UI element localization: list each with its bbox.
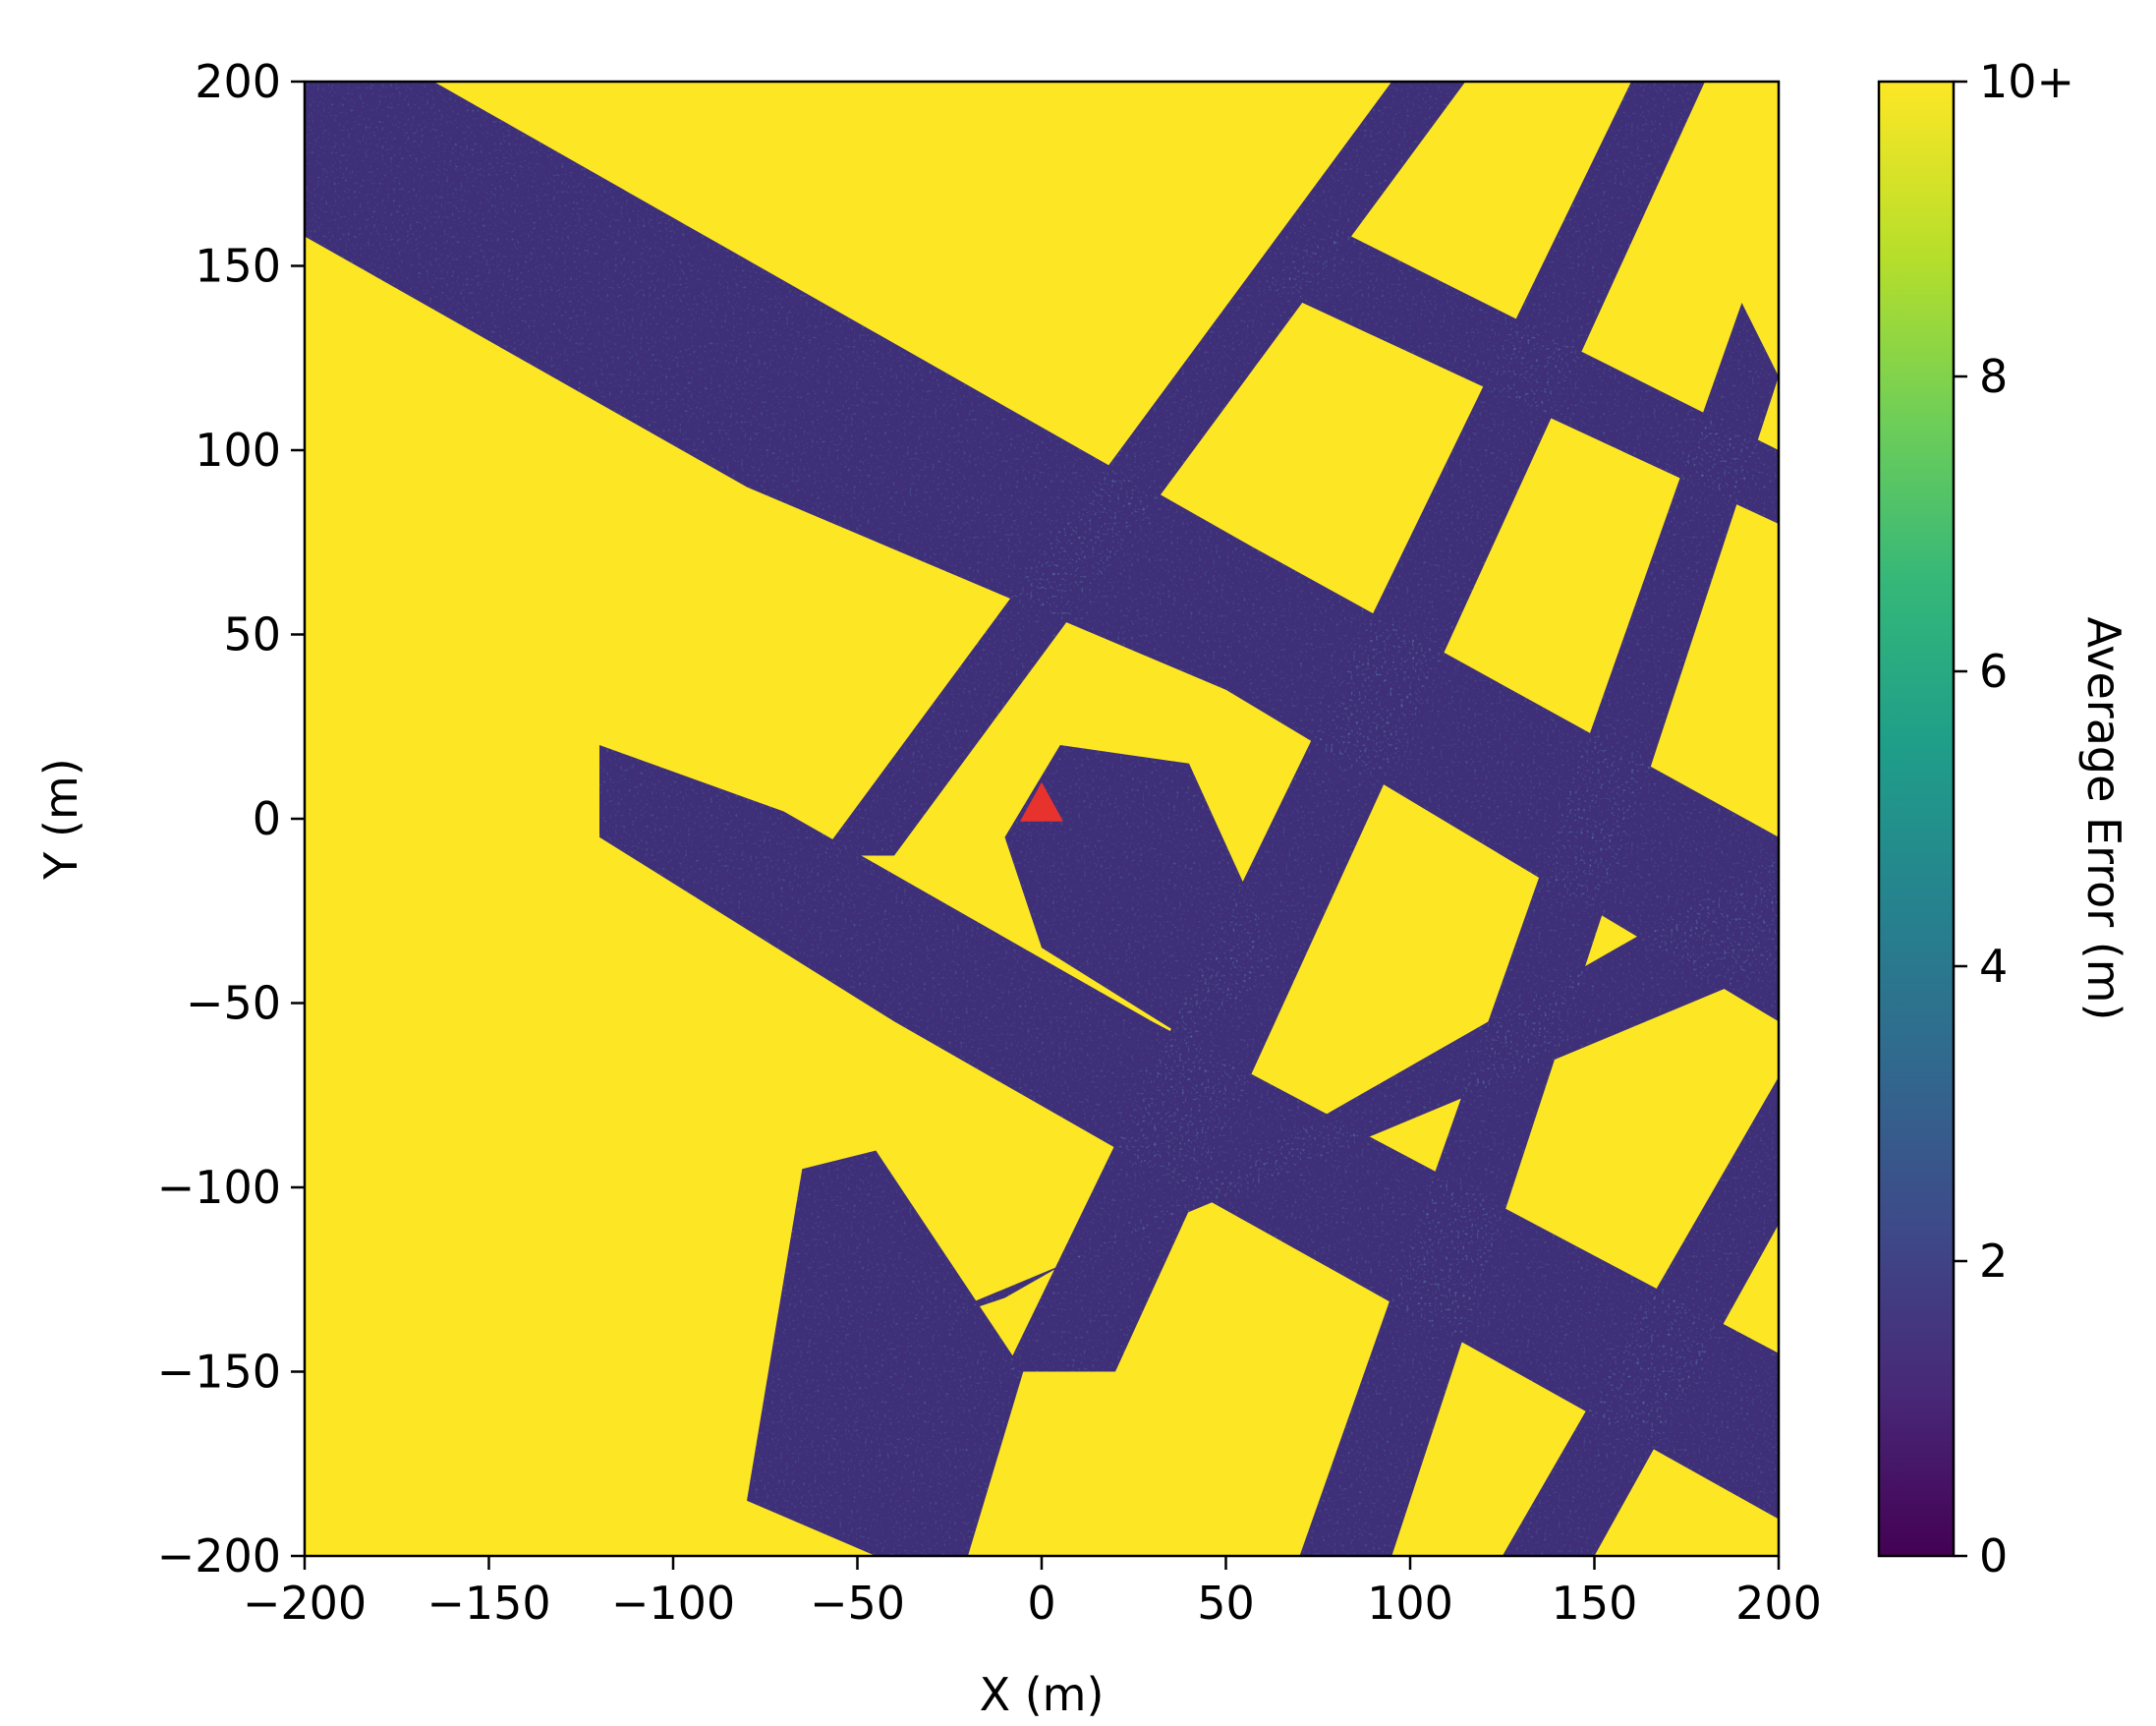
- noise-center-plaza: [1004, 745, 1281, 1040]
- colorbar-tick-label: 6: [1979, 645, 2008, 698]
- y-tick-label: 50: [223, 608, 281, 662]
- plot-area: [303, 80, 1781, 1558]
- y-tick-label: 100: [195, 424, 281, 477]
- colorbar-tick-label: 2: [1979, 1235, 2008, 1288]
- x-tick-label: −100: [611, 1577, 735, 1630]
- colorbar-label: Average Error (m): [2077, 617, 2130, 1021]
- x-tick-label: 150: [1552, 1577, 1638, 1630]
- noise-main-diagonal-avenue: [305, 82, 1779, 1022]
- x-tick-label: 50: [1197, 1577, 1255, 1630]
- y-tick-label: 200: [195, 55, 281, 108]
- y-tick-label: −200: [157, 1529, 281, 1582]
- y-tick-label: −150: [157, 1346, 281, 1399]
- x-tick-label: 100: [1367, 1577, 1453, 1630]
- origin-marker: [1020, 781, 1063, 822]
- x-axis-ticks: −200 −150 −100 −50 0 50 100 150 200: [243, 1556, 1822, 1630]
- error-noise-overlay: [305, 82, 1779, 1556]
- x-tick-label: −150: [426, 1577, 550, 1630]
- y-axis-label: Y (m): [34, 758, 87, 880]
- colorbar-tick-label: 8: [1979, 350, 2008, 403]
- colorbar-tick-label: 10+: [1979, 55, 2074, 108]
- colorbar-ticks: 0 2 4 6 8 10+: [1954, 55, 2074, 1582]
- y-tick-label: −50: [186, 977, 281, 1030]
- noise-cross-street-3: [1299, 303, 1779, 1556]
- colorbar-tick-label: 0: [1979, 1529, 2008, 1582]
- noise-upper-diagonal-street: [1263, 229, 1779, 524]
- noise-cross-street-4: [1502, 1076, 1779, 1556]
- x-tick-label: 200: [1735, 1577, 1822, 1630]
- x-tick-label: −200: [243, 1577, 367, 1630]
- x-tick-label: 0: [1027, 1577, 1055, 1630]
- colorbar: 0 2 4 6 8 10+ Average Error (m): [1877, 55, 2130, 1582]
- y-axis-ticks: 200 150 100 50 0 −50 −100 −150 −200: [157, 55, 305, 1582]
- noise-south-block: [747, 1150, 1024, 1556]
- y-tick-label: 150: [195, 240, 281, 293]
- x-axis-label: X (m): [980, 1668, 1105, 1721]
- y-tick-label: 0: [253, 792, 281, 845]
- colorbar-gradient: [1877, 80, 1956, 1558]
- y-tick-label: −100: [157, 1161, 281, 1214]
- colorbar-tick-label: 4: [1979, 940, 2008, 993]
- x-tick-label: −50: [810, 1577, 905, 1630]
